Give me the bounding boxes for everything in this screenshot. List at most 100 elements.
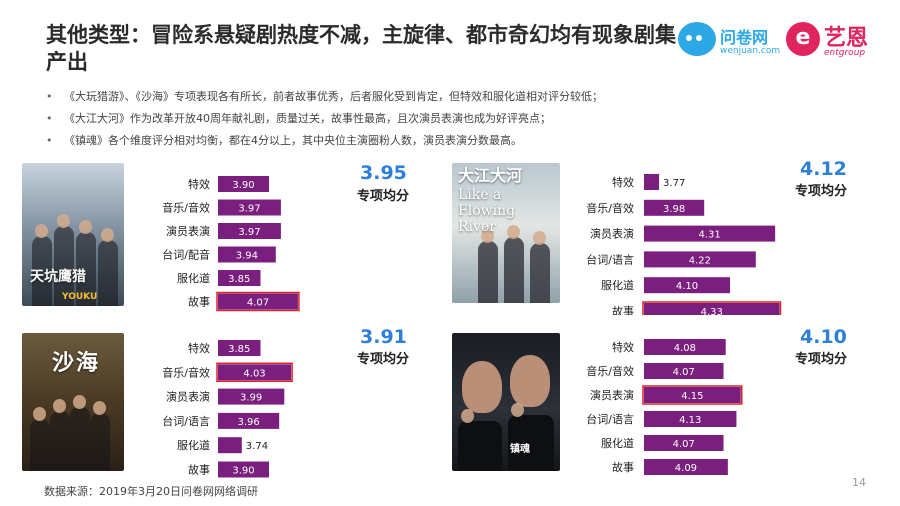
value-label: 4.08 [674,343,696,354]
value-label: 3.85 [228,274,250,285]
yien-logo-icon: e [786,22,820,56]
bar [644,339,726,355]
wenjuan-logo-url: wenjuan.com [720,46,781,56]
page-title: 其他类型：冒险系悬疑剧热度不减，主旋律、都市奇幻均有现象剧集产出 [46,23,676,74]
average-score: 4.12 [800,158,847,180]
bar [218,340,261,356]
category-label: 特效 [188,177,210,191]
value-label: 4.10 [676,281,698,292]
poster-brand: YOUKU [62,292,98,302]
bar [644,411,737,427]
bar [218,176,269,192]
value-label: 3.74 [246,441,268,452]
bar [218,270,261,286]
category-label: 服化道 [601,436,634,450]
category-label: 演员表演 [166,390,210,404]
category-label: 故事 [612,460,634,474]
rating-chart-shahai: 特效 3.85 音乐/音效 4.03 演员表演 3.99 台词/语言 3.96 服化道 3.74 故… [162,340,293,478]
bar [644,199,705,216]
category-label: 故事 [188,295,210,309]
value-label: 4.15 [681,391,703,402]
poster-zhenhun: 镇魂 [452,333,560,471]
wenjuan-logo-icon [678,22,716,56]
bullet-item: 《大玩猎游》、《沙海》专项表现各有所长，前者故事优秀，后者服化受到肯定，但特效和… [44,86,864,108]
bar [218,388,285,405]
category-label: 服化道 [601,278,634,292]
category-label: 台词/语言 [586,252,634,266]
bar [218,412,280,429]
value-label: 4.13 [679,415,701,426]
bar-highlight [642,385,743,405]
page-number: 14 [852,476,866,489]
bar [218,461,269,478]
poster-shahai: 沙海 [22,333,124,471]
logo-group: 问卷网 wenjuan.com e 艺恩 entgroup [678,18,878,62]
poster-subtitle: Like a Flowing River [458,187,516,235]
bullet-list: 《大玩猎游》、《沙海》专项表现各有所长，前者故事优秀，后者服化受到肯定，但特效和… [44,86,864,152]
category-label: 台词/配音 [162,248,210,262]
average-score: 4.10 [800,326,847,348]
category-label: 故事 [612,304,634,315]
poster-tiankeng: 天坑鹰猎 YOUKU [22,163,124,306]
average-label: 专项均分 [357,189,410,204]
average-score: 3.95 [360,162,407,184]
bar [644,174,660,190]
value-label: 4.09 [675,463,697,474]
bar-highlight [642,301,782,315]
category-label: 故事 [188,463,210,477]
yien-logo-name: 艺恩 [824,26,869,51]
value-label: 3.99 [240,393,262,404]
category-label: 台词/语言 [586,412,634,426]
poster-title: 大江大河 [458,166,523,185]
category-label: 特效 [612,175,634,189]
bar [218,293,298,310]
value-label: 4.03 [243,368,265,379]
value-label: 3.96 [237,417,259,428]
bar [218,223,281,239]
average-score: 3.91 [360,326,407,348]
value-label: 4.33 [701,307,723,315]
average-label: 专项均分 [795,184,848,199]
yien-logo-en: entgroup [824,48,866,58]
value-label: 3.90 [232,180,254,191]
bar [218,364,292,381]
value-label: 3.98 [663,204,685,215]
category-label: 特效 [188,341,210,355]
value-label: 3.97 [238,227,260,238]
bar [644,225,776,242]
category-label: 演员表演 [590,227,634,241]
bar [644,303,780,315]
value-label: 4.07 [673,439,695,450]
poster-title: 天坑鹰猎 [30,269,86,285]
bar [644,435,724,451]
category-label: 音乐/音效 [162,365,210,379]
poster-title: 镇魂 [510,444,530,455]
bar [644,459,728,475]
bar [644,251,756,268]
bar [644,363,724,379]
value-label: 3.85 [228,344,250,355]
value-label: 4.07 [247,298,269,309]
bar [218,199,281,216]
value-label: 4.31 [698,230,720,241]
value-label: 4.22 [689,255,711,266]
poster-title: 沙海 [52,351,101,376]
category-label: 演员表演 [590,388,634,402]
value-label: 3.97 [238,204,260,215]
value-label: 4.07 [673,367,695,378]
bar [218,437,242,454]
bar [644,387,741,403]
average-label: 专项均分 [357,352,410,367]
rating-chart-dajiangdahe: 特效 3.77 音乐/音效 3.98 演员表演 4.31 台词/语言 4.22 服化道 4.10 故… [586,174,782,315]
bar [644,277,730,294]
category-label: 服化道 [177,271,210,285]
category-label: 音乐/音效 [586,201,634,215]
category-label: 特效 [612,340,634,354]
category-label: 演员表演 [166,224,210,238]
category-label: 音乐/音效 [162,201,210,215]
poster-dajiangdahe: 大江大河 Like a Flowing River [452,163,560,303]
average-label: 专项均分 [795,352,848,367]
bar-highlight [216,362,293,383]
category-label: 服化道 [177,438,210,452]
wenjuan-logo-name: 问卷网 [720,28,769,47]
